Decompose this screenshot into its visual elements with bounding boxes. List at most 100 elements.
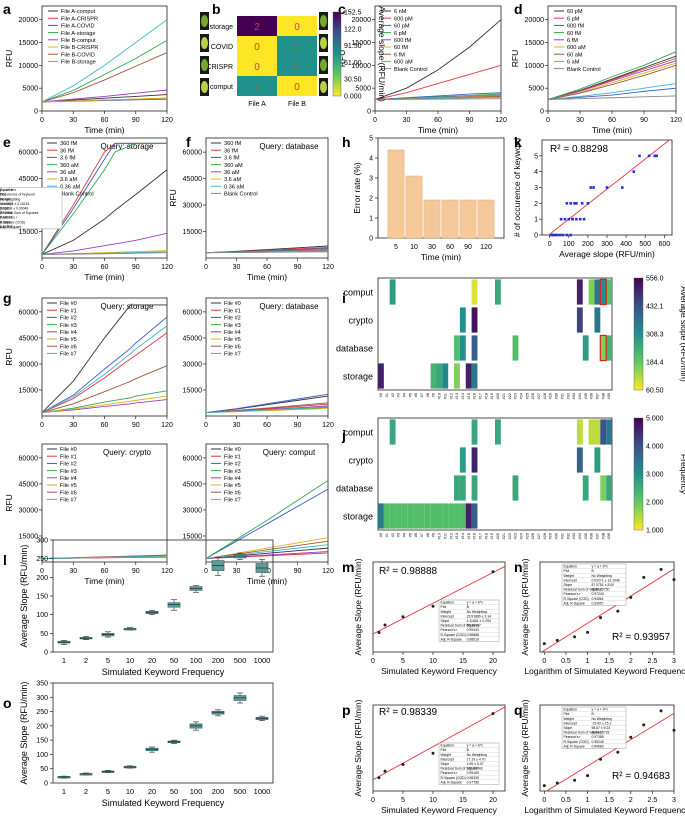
x-axis-label: Time (min) (247, 272, 287, 282)
heatmap-cell (237, 36, 277, 56)
row-label: storage (343, 512, 373, 522)
legend-label: 6 pM (567, 16, 580, 22)
y-tick-label: 30000 (183, 507, 203, 514)
tube-glow (201, 59, 208, 71)
col-label: #10 (438, 533, 442, 539)
heatmap-cell (448, 503, 455, 529)
x-tick-label: 600 (659, 241, 671, 248)
stats-table (561, 706, 627, 749)
data-point (575, 202, 578, 205)
r-squared: R² = 0.94683 (612, 771, 671, 782)
panel-label-d: d (514, 1, 523, 17)
y-tick-label: 15000 (525, 40, 545, 47)
heatmap-cell (424, 503, 431, 529)
stats-val: 0.99443 (467, 628, 479, 632)
legend-label: File A-storage (61, 31, 96, 37)
colorbar (633, 417, 644, 531)
y-tick-label: 0 (44, 781, 48, 788)
colorbar-tick: 432.1 (646, 304, 664, 311)
y-tick-label: 2 (369, 196, 373, 203)
data-point (401, 763, 405, 767)
series-line (547, 95, 677, 101)
col-label: #19 (490, 533, 494, 539)
x-tick-label: 2 (629, 797, 633, 804)
series-line (205, 393, 329, 413)
heatmap-cell (512, 335, 519, 361)
tube-glow (201, 37, 208, 49)
x-tick-label: 5 (106, 656, 110, 665)
stats-val: No Weighting (467, 610, 487, 614)
series-line (41, 39, 168, 103)
stats-key: R-Square (COD) (441, 633, 466, 637)
colorbar-tick: 3.000 (646, 472, 664, 479)
legend-label: File #2 (60, 316, 77, 322)
legend-label: 6 fM (394, 52, 405, 58)
legend-label: File B-COVID (61, 52, 95, 58)
stats-val: 65.39167 (467, 624, 481, 628)
x-tick-label: 1 (62, 787, 66, 796)
plot-frame (539, 704, 675, 792)
col-label: #4 (402, 393, 406, 397)
plot-frame (52, 682, 274, 784)
heatmap-cell (606, 279, 612, 305)
stats-val: 0.98516 (467, 637, 479, 641)
series-line (41, 232, 168, 255)
legend-label: File #2 (224, 462, 241, 468)
colorbar-tick: 556.0 (646, 276, 664, 283)
stats-val: B (467, 605, 470, 609)
stats-table (0, 187, 63, 230)
y-tick-label: 15000 (352, 40, 372, 47)
stats-val: 137.60743 (467, 767, 483, 771)
stats-key: Equation (441, 744, 454, 748)
chart-d: 0 30 60 90 120 0 5000 10000 15000 20000 Time (min)… (510, 5, 682, 135)
colorbar-tick: 1.000 (646, 528, 664, 535)
y-tick-label: 10000 (352, 63, 372, 70)
col-label: #15 (467, 393, 471, 399)
panel-label-p: p (342, 702, 351, 718)
data-point (655, 154, 659, 158)
col-label: #16 (473, 533, 477, 539)
legend-label: 6 fM (567, 38, 578, 44)
heatmap-cell (471, 307, 478, 333)
legend-label: File #1 (224, 454, 241, 460)
r-squared: R² = 0.88298 (550, 144, 609, 155)
y-tick-label: 15000 (19, 229, 39, 236)
x-tick-label: 30 (69, 264, 77, 271)
x-tick-label: 50 (170, 787, 178, 796)
stats-key: Slope (441, 762, 450, 766)
legend-label: 360 fM (224, 141, 241, 147)
stats-val: No Weighting (591, 574, 611, 578)
col-label: #1 (385, 393, 389, 397)
x-tick-label: 1.5 (604, 797, 614, 804)
y-tick-label: 20000 (19, 17, 39, 24)
series-line (41, 390, 168, 413)
col-label: #5 (408, 393, 412, 397)
col-label: #36 (590, 533, 594, 539)
row-label: comput (343, 428, 373, 438)
legend-label: 360 aM (224, 163, 243, 169)
col-label: #34 (578, 533, 582, 539)
x-tick-label: 300 (601, 241, 613, 248)
legend-label: File #0 (224, 447, 241, 453)
heatmap-cell (576, 419, 583, 445)
heatmap-cell (588, 419, 595, 445)
heatmap-cell (471, 475, 478, 501)
x-tick-label: 0 (542, 658, 546, 665)
series-line (205, 547, 329, 559)
series-line (41, 399, 168, 413)
x-tick-label: 20 (489, 658, 497, 665)
x-tick-label: 90 (640, 117, 648, 124)
y-axis-label: Error rate (%) (352, 162, 362, 214)
legend-label: 6 nM (394, 9, 407, 15)
col-label: #28 (543, 533, 547, 539)
x-tick-label: 2.5 (648, 658, 658, 665)
y-tick-label: 0 (34, 109, 38, 116)
series-line (547, 60, 677, 101)
x-tick-label: 120 (670, 117, 682, 124)
col-label: #12 (449, 393, 453, 399)
x-tick-label: 60 (446, 244, 454, 251)
col-label: #11 (443, 533, 447, 539)
data-point (542, 784, 546, 788)
